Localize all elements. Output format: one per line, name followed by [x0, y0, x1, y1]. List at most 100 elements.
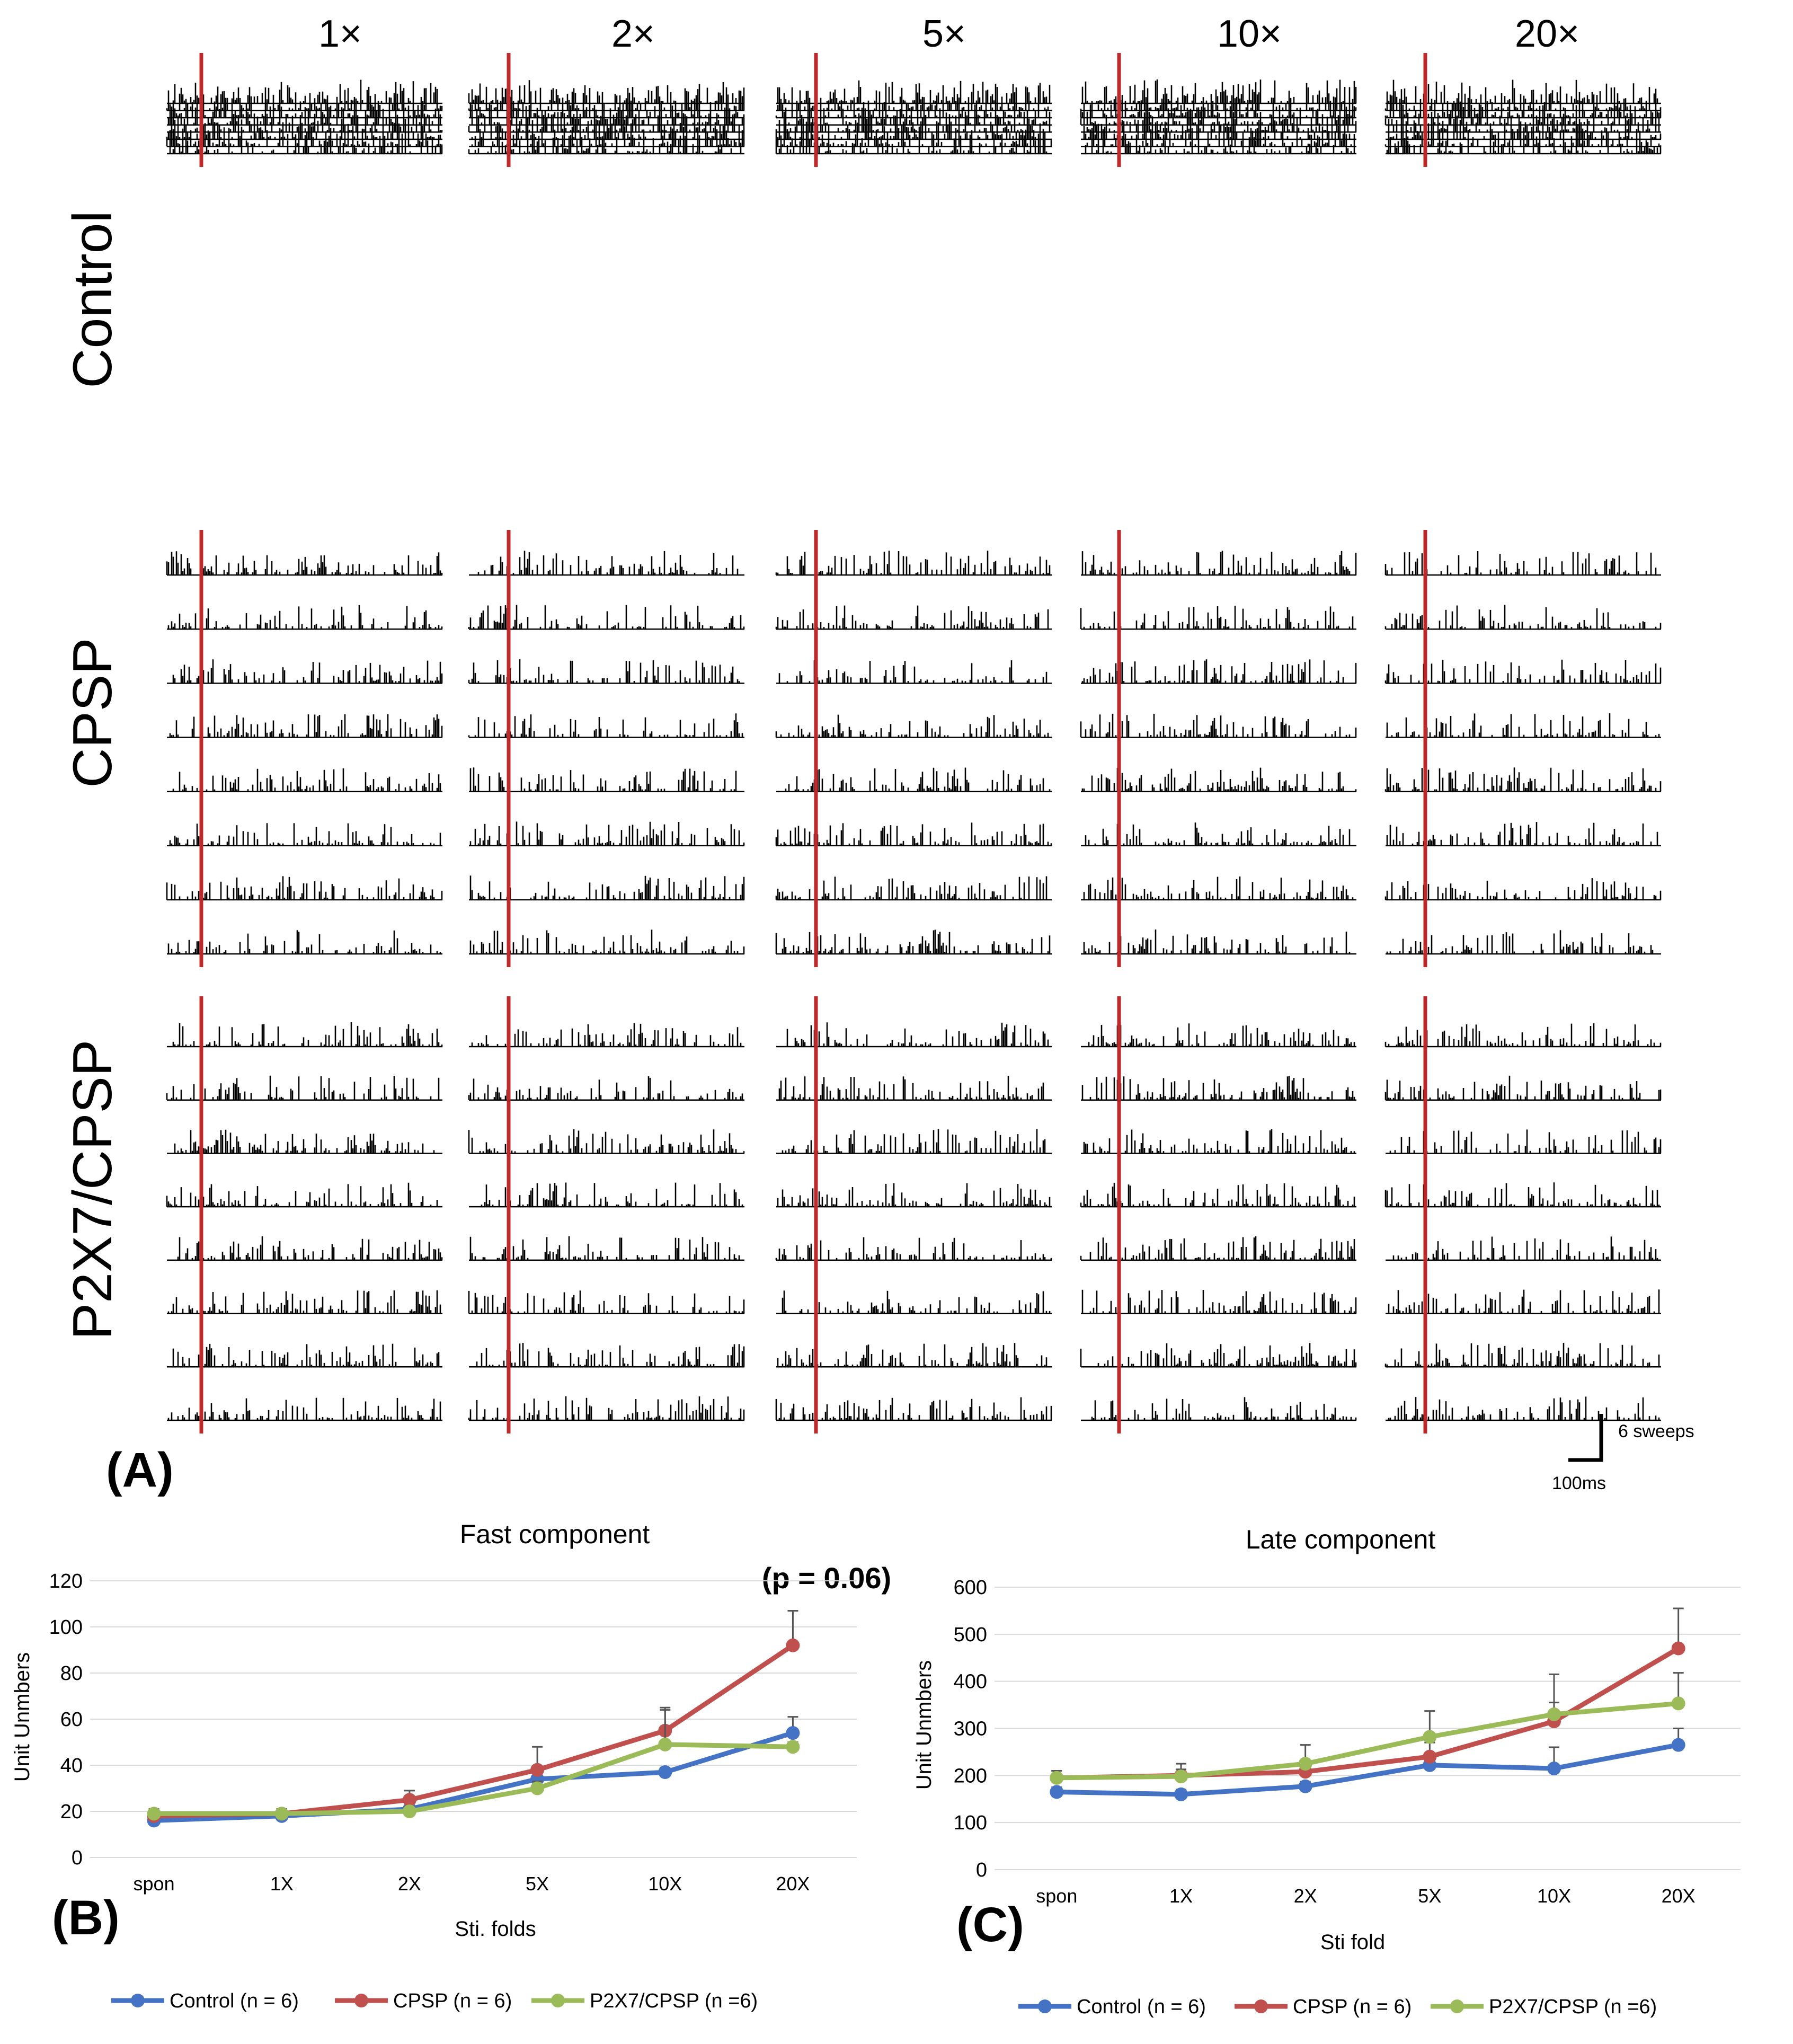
data-point	[1298, 1757, 1312, 1771]
data-point	[1050, 1771, 1064, 1785]
chart-c-x-axis-label: Sti fold	[1320, 1931, 1385, 1954]
chart-c-legend: Control (n = 6) CPSP (n = 6) P2X7/CPSP (n …	[1018, 1996, 1657, 2018]
data-point	[1423, 1730, 1437, 1744]
row-label-p2x7-cpsp: P2X7/CPSP	[62, 1040, 123, 1340]
series-line	[154, 1742, 793, 1816]
histogram-bars	[1384, 79, 1662, 154]
series-line	[1057, 1742, 1679, 1797]
x-tick-label: 1X	[270, 1873, 294, 1895]
y-tick-label: 300	[954, 1718, 987, 1740]
series-control	[1050, 1728, 1685, 1801]
histogram-bars	[468, 80, 745, 154]
data-point	[1423, 1749, 1437, 1764]
series-p2x7-cpsp	[1050, 1672, 1685, 1785]
data-point	[786, 1726, 800, 1740]
data-point	[1671, 1696, 1685, 1711]
y-tick-label: 100	[954, 1812, 987, 1834]
chart-c-y-tick-labels: 0 100 200 300 400 500 600	[954, 1577, 987, 1881]
data-point	[1671, 1641, 1685, 1656]
x-tick-label: spon	[1036, 1885, 1077, 1907]
data-point	[274, 1807, 289, 1821]
histogram-bars	[166, 551, 443, 954]
row-label-cpsp: CPSP	[62, 638, 123, 787]
chart-c-x-tick-labels: spon 1X 2X 5X 10X 20X	[1036, 1885, 1695, 1907]
x-tick-label: 5X	[1418, 1885, 1441, 1907]
data-point	[1547, 1707, 1561, 1721]
y-tick-label: 80	[60, 1662, 83, 1685]
panel-a-raster-histograms: 1× 2× 5× 10× 20× Control CPSP P2X7/CPSP …	[62, 13, 1694, 1497]
data-point	[530, 1781, 545, 1795]
histogram-traces	[166, 79, 1662, 1421]
data-point	[786, 1638, 800, 1652]
column-label-5x: 5×	[922, 13, 966, 55]
chart-c-series	[1050, 1607, 1685, 1801]
chart-b-legend: Control (n = 6) CPSP (n = 6) P2X7/CPSP (n …	[111, 1990, 758, 2012]
histogram-bars	[1080, 79, 1357, 154]
chart-c-title: Late component	[1246, 1525, 1436, 1554]
x-tick-label: 2X	[1294, 1885, 1317, 1907]
x-tick-label: spon	[134, 1873, 175, 1895]
chart-c-y-axis-label: Unit Unmbers	[912, 1660, 936, 1790]
legend-label: P2X7/CPSP (n =6)	[1489, 1996, 1657, 2018]
y-tick-label: 600	[954, 1577, 987, 1599]
chart-c-gridlines	[995, 1587, 1741, 1870]
data-point	[147, 1807, 161, 1821]
chart-fast-component: Fast component (p = 0.06) 0 20 40 60 80 100 12…	[11, 1519, 891, 2012]
column-label-1x: 1×	[318, 13, 362, 55]
y-tick-label: 60	[60, 1709, 83, 1731]
chart-b-series	[147, 1610, 800, 1828]
histogram-bars	[1080, 551, 1357, 954]
x-tick-label: 1X	[1169, 1885, 1193, 1907]
legend-label: Control (n = 6)	[1077, 1996, 1206, 2018]
stimulus-markers	[199, 53, 1427, 1434]
data-point	[1547, 1762, 1561, 1776]
legend-marker	[1038, 1999, 1052, 2013]
y-tick-label: 200	[954, 1765, 987, 1787]
data-point	[402, 1793, 416, 1807]
x-tick-label: 20X	[1662, 1885, 1696, 1907]
data-point	[530, 1763, 545, 1777]
data-point	[1671, 1738, 1685, 1752]
y-tick-label: 120	[49, 1570, 83, 1592]
histogram-bars	[468, 1023, 745, 1420]
chart-b-y-axis-label: Unit Unmbers	[11, 1652, 34, 1782]
column-label-20x: 20×	[1515, 13, 1579, 55]
scale-bar-vertical-label: 6 sweeps	[1618, 1421, 1694, 1441]
scale-bar: 6 sweeps 100ms	[1552, 1414, 1694, 1493]
chart-b-title: Fast component	[460, 1519, 650, 1549]
legend-label: Control (n = 6)	[170, 1990, 299, 2012]
data-point	[402, 1804, 416, 1818]
histogram-bars	[1384, 1023, 1662, 1420]
series-line	[1057, 1701, 1679, 1781]
legend-marker	[551, 1994, 565, 2007]
x-tick-label: 10X	[648, 1873, 682, 1895]
x-tick-label: 10X	[1537, 1885, 1571, 1907]
panel-c-label: (C)	[956, 1898, 1024, 1952]
chart-b-x-axis-label: Sti. folds	[455, 1917, 536, 1941]
histogram-bars	[775, 80, 1052, 154]
legend-marker	[1450, 1999, 1464, 2013]
data-point	[1298, 1779, 1312, 1793]
column-label-10x: 10×	[1217, 13, 1282, 55]
column-label-2x: 2×	[611, 13, 655, 55]
data-point	[658, 1765, 672, 1780]
chart-b-y-tick-labels: 0 20 40 60 80 100 120	[49, 1570, 83, 1869]
y-tick-label: 0	[976, 1859, 987, 1881]
data-point	[1174, 1769, 1188, 1784]
scale-bar-horizontal-label: 100ms	[1552, 1473, 1606, 1493]
y-tick-label: 20	[60, 1801, 83, 1823]
legend-marker	[1254, 1999, 1268, 2013]
data-point	[1050, 1785, 1064, 1799]
y-tick-label: 0	[72, 1847, 83, 1869]
x-tick-label: 20X	[776, 1873, 810, 1895]
chart-b-x-tick-labels: spon 1X 2X 5X 10X 20X	[134, 1873, 810, 1895]
legend-marker	[131, 1994, 145, 2007]
row-label-control: Control	[62, 210, 123, 388]
histogram-bars	[775, 551, 1052, 954]
panel-a-label: (A)	[106, 1443, 174, 1497]
histogram-bars	[166, 79, 443, 154]
data-point	[658, 1737, 672, 1751]
chart-b-annotation: (p = 0.06)	[762, 1561, 891, 1595]
